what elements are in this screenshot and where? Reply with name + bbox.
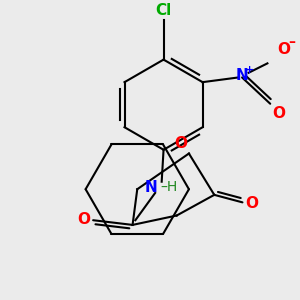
Text: –H: –H — [161, 180, 178, 194]
Text: O: O — [77, 212, 90, 227]
Text: Cl: Cl — [155, 3, 172, 18]
Text: +: + — [245, 65, 254, 75]
Text: N: N — [144, 180, 157, 195]
Text: –: – — [288, 35, 295, 49]
Text: O: O — [245, 196, 258, 211]
Text: O: O — [174, 136, 187, 151]
Text: N: N — [236, 68, 248, 83]
Text: O: O — [277, 42, 290, 57]
Text: O: O — [272, 106, 285, 121]
